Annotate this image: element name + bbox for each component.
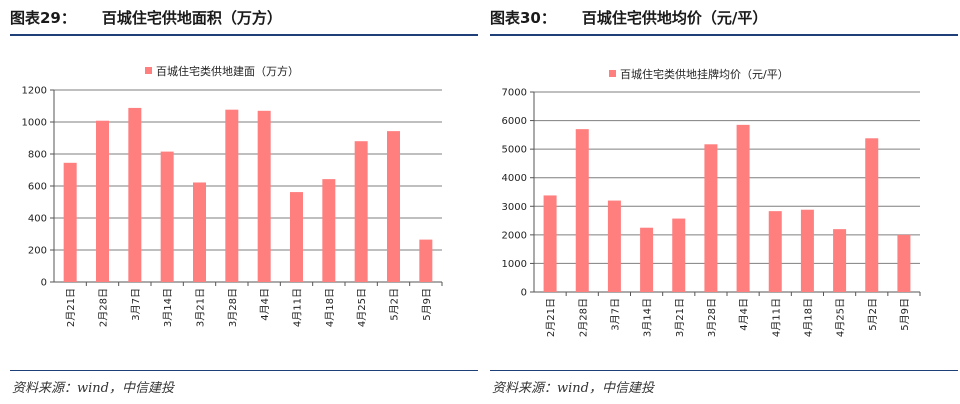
bar — [290, 192, 303, 282]
bar — [800, 209, 814, 292]
footer-divider — [490, 370, 958, 371]
bar — [704, 144, 718, 292]
bar — [672, 218, 686, 292]
legend-swatch — [145, 67, 152, 74]
bar — [833, 229, 847, 292]
y-tick-label: 200 — [28, 246, 47, 257]
x-tick-label: 4月25日 — [356, 288, 368, 327]
figure-title: 图表29： 百城住宅供地面积（万方） — [10, 7, 282, 28]
bar — [225, 109, 239, 283]
x-tick-label: 3月28日 — [706, 298, 718, 337]
bar — [575, 129, 589, 292]
bar — [607, 200, 621, 292]
x-tick-label: 3月14日 — [642, 298, 654, 337]
bar-chart-supply-area: 百城住宅类供地建面（万方） 0 200 400 600 800 1000 1200 2月21日 2… — [22, 64, 443, 327]
y-tick-label: 6000 — [502, 116, 527, 127]
y-tick-label: 5000 — [502, 145, 527, 156]
x-tick-label: 5月2日 — [389, 288, 401, 321]
y-tick-label: 1000 — [22, 118, 47, 129]
bar — [543, 195, 557, 292]
bar — [257, 110, 271, 282]
figure-title: 图表30： 百城住宅供地均价（元/平） — [490, 7, 767, 28]
y-tick-label: 2000 — [502, 230, 527, 241]
bar — [736, 124, 750, 292]
bar — [640, 227, 654, 292]
chart-panel-avg-price: 图表30： 百城住宅供地均价（元/平） 百城住宅类供地挂牌均价（元/平） 0 1000… — [490, 0, 958, 404]
x-tick-label: 3月21日 — [674, 298, 686, 337]
bar — [354, 141, 368, 282]
source-note: 资料来源：wind，中信建投 — [492, 381, 654, 396]
title-divider — [490, 34, 958, 36]
chart-panel-supply-area: 图表29： 百城住宅供地面积（万方） 百城住宅类供地建面（万方） 0 200 400 60… — [10, 0, 478, 404]
legend-label: 百城住宅类供地挂牌均价（元/平） — [620, 67, 789, 81]
x-tick-label: 4月11日 — [770, 298, 782, 337]
y-tick-label: 0 — [41, 278, 47, 289]
bar — [865, 138, 879, 292]
legend-swatch — [609, 70, 616, 77]
figure-label: 图表30： — [490, 9, 556, 27]
legend-label: 百城住宅类供地建面（万方） — [156, 64, 299, 78]
y-tick-label: 800 — [28, 150, 47, 161]
x-tick-label: 3月14日 — [162, 288, 174, 327]
x-tick-label: 4月18日 — [324, 288, 336, 327]
x-tick-label: 3月7日 — [609, 298, 621, 331]
figure-title-text: 百城住宅供地均价（元/平） — [581, 9, 768, 27]
title-divider — [10, 34, 478, 36]
bar-chart-avg-price: 百城住宅类供地挂牌均价（元/平） 0 1000 2000 3000 4000 5000 600… — [502, 67, 921, 337]
y-tick-label: 600 — [28, 182, 47, 193]
x-tick-label: 2月21日 — [65, 288, 77, 327]
bar — [193, 182, 206, 282]
x-tick-label: 5月2日 — [867, 298, 879, 331]
x-tick-label: 2月21日 — [545, 298, 557, 337]
x-tick-label: 2月28日 — [577, 298, 589, 337]
y-tick-label: 4000 — [502, 173, 527, 184]
x-tick-label: 4月4日 — [738, 298, 750, 331]
x-tick-label: 4月18日 — [802, 298, 814, 337]
x-tick-label: 3月28日 — [227, 288, 239, 327]
figure-label: 图表29： — [10, 9, 76, 27]
x-tick-label: 3月21日 — [195, 288, 207, 327]
y-tick-label: 400 — [28, 214, 47, 225]
x-tick-label: 5月9日 — [421, 288, 433, 321]
y-tick-label: 3000 — [502, 202, 527, 213]
x-tick-label: 4月4日 — [259, 288, 271, 321]
bar — [322, 179, 336, 282]
source-note: 资料来源：wind，中信建投 — [12, 381, 174, 396]
footer-divider — [10, 370, 478, 371]
x-tick-label: 4月11日 — [292, 288, 304, 327]
bar — [128, 107, 142, 282]
x-tick-label: 2月28日 — [98, 288, 110, 327]
figure-title-text: 百城住宅供地面积（万方） — [101, 9, 282, 27]
bar — [768, 211, 782, 292]
bar — [387, 131, 400, 282]
bar — [63, 162, 77, 282]
y-tick-label: 0 — [521, 288, 527, 299]
y-tick-label: 1000 — [502, 259, 527, 270]
bar — [419, 239, 433, 282]
bar — [96, 120, 109, 282]
y-tick-label: 7000 — [502, 88, 527, 99]
x-tick-label: 5月9日 — [899, 298, 911, 331]
y-tick-label: 1200 — [22, 86, 47, 97]
bar — [160, 151, 174, 282]
x-tick-label: 3月7日 — [130, 288, 142, 321]
x-tick-label: 4月25日 — [835, 298, 847, 337]
bar — [897, 234, 911, 292]
